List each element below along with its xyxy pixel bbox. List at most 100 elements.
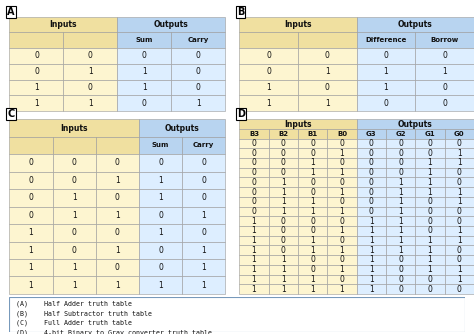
Text: 0: 0 [310, 149, 315, 158]
Text: 1: 1 [383, 67, 388, 76]
Bar [445, 139, 474, 148]
Text: 0: 0 [428, 139, 432, 148]
Text: Inputs: Inputs [284, 120, 312, 129]
Text: 1: 1 [281, 256, 286, 265]
Bar [239, 32, 298, 48]
Bar [356, 64, 415, 79]
Bar [356, 148, 386, 158]
Text: Outputs: Outputs [398, 120, 433, 129]
Bar [9, 154, 53, 172]
Bar [53, 259, 96, 277]
Text: 1: 1 [142, 83, 146, 92]
Bar [269, 177, 298, 187]
Bar [53, 189, 96, 207]
Text: 1: 1 [398, 197, 403, 206]
Text: 1: 1 [281, 188, 286, 196]
Bar [386, 255, 415, 265]
Bar [182, 154, 225, 172]
Bar [386, 139, 415, 148]
Text: 1: 1 [398, 246, 403, 255]
Text: 0: 0 [339, 139, 345, 148]
Text: 0: 0 [252, 178, 256, 187]
Text: G1: G1 [425, 131, 435, 137]
Bar [269, 255, 298, 265]
Bar [445, 168, 474, 177]
Bar [328, 216, 356, 226]
Bar [356, 216, 386, 226]
Bar [269, 148, 298, 158]
Bar [9, 17, 118, 32]
Bar [9, 259, 53, 277]
Bar [328, 148, 356, 158]
Bar [298, 275, 328, 284]
Bar [96, 277, 139, 294]
Text: 1: 1 [252, 226, 256, 235]
Bar [298, 245, 328, 255]
Text: 1: 1 [428, 188, 432, 196]
Bar [239, 158, 269, 168]
Bar [298, 148, 328, 158]
Bar [96, 207, 139, 224]
Bar [415, 79, 474, 95]
Text: 1: 1 [310, 246, 315, 255]
Text: 0: 0 [196, 83, 201, 92]
Bar [9, 189, 53, 207]
Text: 0: 0 [398, 149, 403, 158]
Text: B2: B2 [278, 131, 288, 137]
Bar [9, 64, 64, 79]
Text: 1: 1 [310, 236, 315, 245]
Bar [139, 241, 182, 259]
Bar [139, 172, 182, 189]
Bar [415, 226, 445, 236]
Text: Sum: Sum [136, 37, 153, 43]
Bar [239, 95, 298, 111]
Bar [328, 284, 356, 294]
Text: 0: 0 [196, 51, 201, 60]
Text: 0: 0 [281, 236, 286, 245]
Text: D: D [237, 109, 245, 119]
Text: 0: 0 [142, 51, 147, 60]
Bar [298, 48, 357, 64]
Text: 1: 1 [442, 67, 447, 76]
Text: 0: 0 [310, 178, 315, 187]
Bar [386, 265, 415, 275]
Text: 0: 0 [310, 188, 315, 196]
Text: 1: 1 [281, 197, 286, 206]
Bar [118, 17, 225, 32]
Bar [356, 265, 386, 275]
Text: 1: 1 [72, 281, 77, 290]
Text: (D)    4-bit Binary to Gray converter truth table: (D) 4-bit Binary to Gray converter truth… [16, 330, 212, 334]
Bar [64, 95, 118, 111]
Text: 1: 1 [398, 188, 403, 196]
Text: 1: 1 [115, 211, 120, 220]
Bar [298, 64, 357, 79]
Bar [386, 284, 415, 294]
Bar [415, 255, 445, 265]
Bar [96, 224, 139, 241]
Text: 1: 1 [28, 246, 34, 255]
Bar [356, 226, 386, 236]
Bar [356, 32, 415, 48]
Text: 1: 1 [398, 178, 403, 187]
Bar [53, 137, 96, 154]
Text: 0: 0 [34, 67, 39, 76]
Bar [53, 172, 96, 189]
Text: 1: 1 [266, 83, 271, 92]
Bar [139, 259, 182, 277]
Text: 1: 1 [383, 83, 388, 92]
Text: 0: 0 [72, 228, 77, 237]
Bar [139, 189, 182, 207]
Text: 1: 1 [340, 207, 345, 216]
Text: Sum: Sum [152, 143, 169, 149]
Text: 0: 0 [252, 158, 256, 167]
Bar [356, 139, 386, 148]
Text: 0: 0 [115, 263, 120, 272]
Bar [239, 17, 356, 32]
Bar [328, 129, 356, 139]
Bar [96, 172, 139, 189]
Text: 0: 0 [325, 51, 330, 60]
Bar [239, 139, 269, 148]
Bar [356, 48, 415, 64]
Bar [9, 137, 53, 154]
Bar [269, 226, 298, 236]
